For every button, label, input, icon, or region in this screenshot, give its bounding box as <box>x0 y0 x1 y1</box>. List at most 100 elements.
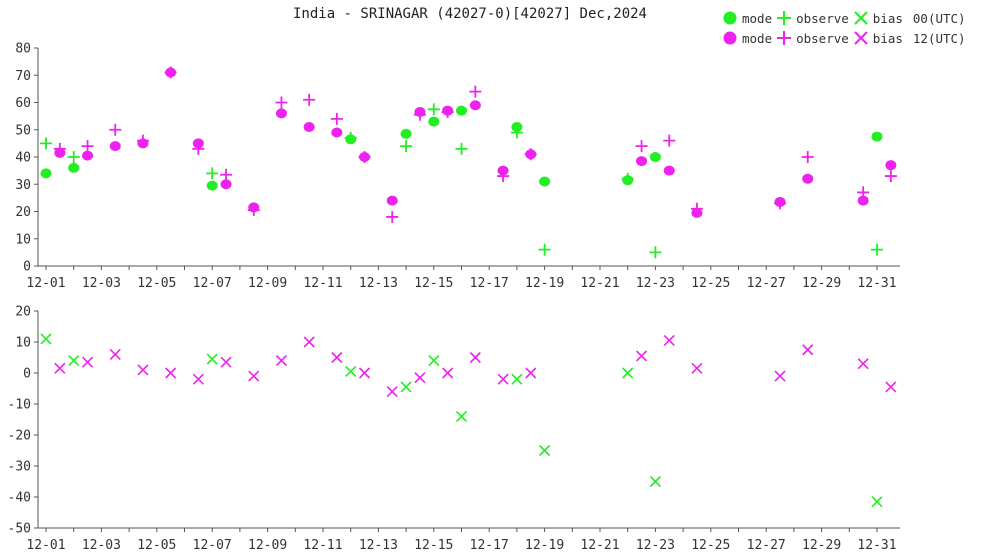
x-tick-label: 12-19 <box>525 538 564 553</box>
data-point-observe <box>690 202 703 215</box>
data-point-bias <box>206 353 218 365</box>
x-tick-label: 12-19 <box>525 276 564 291</box>
data-point-observe <box>524 148 537 161</box>
data-point-observe <box>635 140 648 153</box>
y-tick-label: -20 <box>8 429 31 444</box>
data-point-bias <box>622 367 634 379</box>
data-point-mode <box>82 150 94 161</box>
x-tick-label: 12-07 <box>193 538 232 553</box>
data-point-bias <box>525 367 537 379</box>
data-point-bias <box>414 372 426 384</box>
chart-title: India - SRINAGAR (42027-0)[42027] Dec,20… <box>292 6 647 22</box>
data-point-bias <box>455 410 468 422</box>
data-point-bias <box>109 348 121 360</box>
y-tick-label: 60 <box>15 96 31 111</box>
x-tick-label: 12-23 <box>636 538 675 553</box>
x-tick-label: 12-25 <box>691 538 730 553</box>
x-tick-label: 12-27 <box>747 538 786 553</box>
y-tick-label: 20 <box>15 305 31 320</box>
data-point-bias <box>635 350 648 362</box>
y-tick-label: 20 <box>15 205 31 220</box>
data-point-bias <box>691 362 703 374</box>
data-point-observe <box>109 123 122 136</box>
data-point-bias <box>663 334 675 347</box>
legend-observe-label: observe <box>796 30 849 46</box>
data-point-observe <box>206 167 219 180</box>
x-tick-label: 12-21 <box>580 538 619 553</box>
data-point-bias <box>774 370 786 382</box>
data-point-observe <box>427 103 440 116</box>
data-point-bias <box>386 386 398 398</box>
data-point-observe <box>538 243 551 256</box>
data-point-bias <box>802 344 814 356</box>
x-tick-label: 12-29 <box>802 538 841 553</box>
data-point-observe <box>53 142 66 155</box>
legend-mode-label: mode <box>742 10 773 26</box>
x-tick-label: 12-21 <box>580 276 619 291</box>
data-point-bias <box>192 373 204 385</box>
data-point-observe <box>871 243 883 256</box>
legend-utc-label: 00(UTC) <box>912 10 966 26</box>
data-point-bias <box>68 355 80 367</box>
data-point-bias <box>81 356 94 368</box>
data-point-observe <box>469 85 482 98</box>
data-point-observe <box>330 112 343 125</box>
data-point-bias <box>649 475 661 488</box>
data-point-mode <box>428 116 440 127</box>
legend-bias-label: bias <box>872 30 903 46</box>
x-tick-label: 12-13 <box>359 538 398 553</box>
x-tick-label: 12-09 <box>248 276 287 291</box>
data-point-observe <box>136 134 149 147</box>
x-tick-label: 12-01 <box>26 276 65 291</box>
data-point-bias <box>497 373 509 385</box>
legend-row-00utc: mode observe bias 00(UTC) <box>722 8 966 28</box>
data-point-bias <box>303 336 315 348</box>
y-tick-label: 80 <box>15 42 31 57</box>
y-tick-label: 30 <box>15 178 31 193</box>
legend-mode-marker-magenta <box>723 31 737 45</box>
legend-mode-marker-green <box>723 11 737 25</box>
data-point-mode <box>663 165 675 176</box>
x-tick-label: 12-17 <box>470 276 509 291</box>
x-tick-label: 12-31 <box>857 276 896 291</box>
data-point-mode <box>539 176 551 187</box>
legend-row-12utc: mode observe bias 12(UTC) <box>722 28 966 48</box>
data-point-bias <box>539 444 551 457</box>
data-point-observe <box>275 96 288 109</box>
data-point-observe <box>455 142 468 155</box>
y-tick-label: -40 <box>8 491 31 506</box>
data-point-observe <box>621 172 634 185</box>
x-tick-label: 12-11 <box>303 276 342 291</box>
legend-bias-marker-green <box>854 11 868 25</box>
x-tick-label: 12-01 <box>26 538 65 553</box>
data-point-bias <box>220 356 232 368</box>
data-point-observe <box>81 140 94 153</box>
x-tick-label: 12-25 <box>691 276 730 291</box>
data-point-bias <box>275 355 288 367</box>
y-tick-label: 0 <box>23 260 31 275</box>
data-point-bias <box>40 333 52 345</box>
data-point-mode <box>109 141 121 152</box>
data-point-observe <box>220 168 233 181</box>
y-tick-label: 0 <box>23 367 31 382</box>
data-point-observe <box>663 134 676 147</box>
x-tick-label: 12-29 <box>802 276 841 291</box>
data-point-bias <box>400 381 412 393</box>
data-point-bias <box>442 367 454 379</box>
legend-bias-marker-magenta <box>854 31 868 45</box>
legend-bias-label: bias <box>872 10 903 26</box>
data-point-mode <box>871 131 883 142</box>
x-tick-label: 12-05 <box>137 538 176 553</box>
data-point-mode <box>275 108 287 119</box>
data-point-observe <box>303 93 316 106</box>
x-tick-label: 12-15 <box>414 538 453 553</box>
data-point-bias <box>428 355 440 367</box>
data-point-observe <box>386 210 399 223</box>
data-point-observe <box>344 131 357 144</box>
y-tick-label: 40 <box>15 151 31 166</box>
x-tick-label: 12-15 <box>414 276 453 291</box>
y-tick-label: -10 <box>8 398 31 413</box>
data-point-bias <box>248 370 260 382</box>
data-point-mode <box>40 168 52 179</box>
